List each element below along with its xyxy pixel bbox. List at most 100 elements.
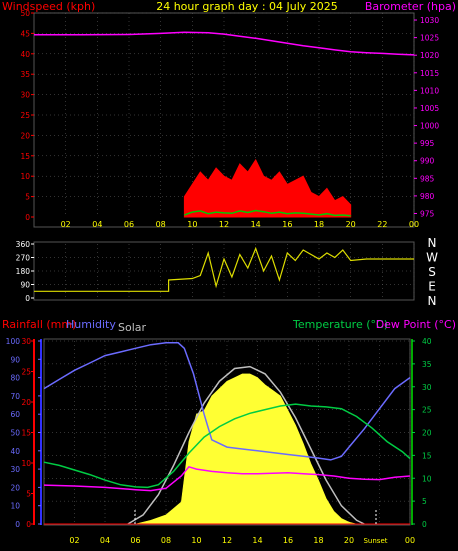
direction-degree-label: 270 — [16, 254, 31, 263]
wind-gust-series — [183, 158, 352, 218]
p3-x-tick-label: 18 — [313, 536, 323, 545]
windspeed-tick-label: 15 — [20, 152, 30, 161]
windspeed-tick-label: 25 — [20, 111, 30, 120]
rain-tick-label: 30 — [21, 337, 31, 346]
barometer-series — [34, 31, 415, 56]
rain-tick-label: 15 — [21, 429, 31, 438]
temperature-tick-label: 10 — [422, 474, 432, 483]
temperature-axis-title: Temperature (°C) — [292, 318, 388, 331]
p3-x-tick-label: 08 — [161, 536, 171, 545]
p1-x-tick-label: 06 — [124, 220, 134, 229]
rain-tick-label: 10 — [21, 459, 31, 468]
p1-x-tick-label: 10 — [187, 220, 197, 229]
barometer-tick-label: 990 — [420, 157, 435, 166]
humidity-tick-label: 30 — [10, 465, 20, 474]
p3-x-tick-label: 20 — [344, 536, 354, 545]
humidity-tick-label: 70 — [10, 392, 20, 401]
windspeed-tick-label: 20 — [20, 131, 30, 140]
barometer-tick-label: 995 — [420, 139, 435, 148]
graph-title: 24 hour graph day : 04 July 2025 — [156, 0, 338, 13]
humidity-tick-label: 60 — [10, 410, 20, 419]
windspeed-tick-label: 35 — [20, 70, 30, 79]
rain-tick-label: 25 — [21, 368, 31, 377]
windspeed-tick-label: 45 — [20, 29, 30, 38]
windspeed-tick-label: 50 — [20, 9, 30, 18]
direction-degree-label: 90 — [20, 281, 30, 290]
temperature-tick-label: 25 — [422, 406, 432, 415]
humidity-tick-label: 10 — [10, 502, 20, 511]
p1-x-tick-label: 20 — [346, 220, 356, 229]
barometer-tick-label: 1025 — [420, 34, 439, 43]
humidity-axis-title: Humidity — [66, 318, 116, 331]
barometer-tick-label: 1030 — [420, 16, 439, 25]
rainfall-axis-title: Rainfall (mm) — [2, 318, 76, 331]
p3-x-tick-label: 10 — [191, 536, 201, 545]
temperature-tick-label: 30 — [422, 383, 432, 392]
p1-x-tick-label: 22 — [377, 220, 387, 229]
p1-x-tick-label: 08 — [156, 220, 166, 229]
p1-x-tick-label: 00 — [409, 220, 419, 229]
wind-average-series — [184, 209, 351, 217]
humidity-series — [43, 342, 411, 461]
humidity-tick-label: 20 — [10, 483, 20, 492]
barometer-axis-title: Barometer (hpa) — [365, 0, 456, 13]
barometer-tick-label: 1015 — [420, 69, 439, 78]
barometer-tick-label: 980 — [420, 192, 435, 201]
temperature-tick-label: 35 — [422, 360, 432, 369]
p3-x-tick-label: 06 — [130, 536, 140, 545]
humidity-tick-label: 50 — [10, 429, 20, 438]
p3-x-tick-label: 16 — [283, 536, 293, 545]
windspeed-axis-title: Windspeed (kph) — [2, 0, 95, 13]
barometer-tick-label: 1000 — [420, 122, 439, 131]
dewpoint-axis-title: Dew Point (°C) — [376, 318, 456, 331]
windspeed-tick-label: 0 — [25, 213, 30, 222]
rain-tick-label: 5 — [26, 490, 31, 499]
windspeed-tick-label: 30 — [20, 91, 30, 100]
p3-x-tick-label: 04 — [100, 536, 110, 545]
dewpoint-series — [43, 465, 411, 492]
compass-label: S — [428, 265, 436, 279]
p3-x-tick-label: 12 — [222, 536, 232, 545]
wind-direction-series — [34, 246, 414, 292]
humidity-tick-label: 40 — [10, 447, 20, 456]
humidity-tick-label: 80 — [10, 374, 20, 383]
windspeed-tick-label: 40 — [20, 50, 30, 59]
barometer-tick-label: 985 — [420, 174, 435, 183]
p3-x-tick-label: 14 — [252, 536, 262, 545]
barometer-tick-label: 1020 — [420, 51, 439, 60]
temperature-series — [43, 403, 411, 489]
barometer-tick-label: 1005 — [420, 104, 439, 113]
temperature-tick-label: 5 — [422, 497, 427, 506]
temperature-tick-label: 15 — [422, 451, 432, 460]
temp-humidity-solar-panel: 0 10 20 30 40 50 60 70 80 90 100 0 5 10 15 20 25 30 0 5 10… — [6, 337, 432, 545]
direction-degree-label: 360 — [16, 240, 31, 249]
direction-degree-label: 180 — [16, 267, 31, 276]
p1-x-tick-label: 02 — [61, 220, 71, 229]
windspeed-tick-label: 10 — [20, 172, 30, 181]
rain-tick-label: 20 — [21, 398, 31, 407]
rain-tick-label: 0 — [26, 520, 31, 529]
temperature-tick-label: 0 — [422, 520, 427, 529]
barometer-tick-label: 1010 — [420, 86, 439, 95]
compass-label: W — [426, 251, 438, 265]
humidity-tick-label: 100 — [6, 337, 21, 346]
temperature-tick-label: 40 — [422, 337, 432, 346]
p1-x-tick-label: 04 — [92, 220, 102, 229]
barometer-tick-label: 975 — [420, 209, 435, 218]
sunset-label: Sunset — [363, 537, 387, 545]
p1-x-tick-label: 12 — [219, 220, 229, 229]
compass-label: N — [428, 236, 437, 250]
compass-label: N — [428, 294, 437, 308]
direction-degree-label: 0 — [25, 294, 30, 303]
p3-x-tick-label: 00 — [405, 536, 415, 545]
windspeed-tick-label: 5 — [25, 193, 30, 202]
p1-x-tick-label: 18 — [314, 220, 324, 229]
solar-axis-title: Solar — [118, 321, 147, 334]
p3-x-tick-label: 02 — [69, 536, 79, 545]
humidity-tick-label: 90 — [10, 355, 20, 364]
compass-label: E — [428, 280, 436, 294]
temperature-tick-label: 20 — [422, 429, 432, 438]
